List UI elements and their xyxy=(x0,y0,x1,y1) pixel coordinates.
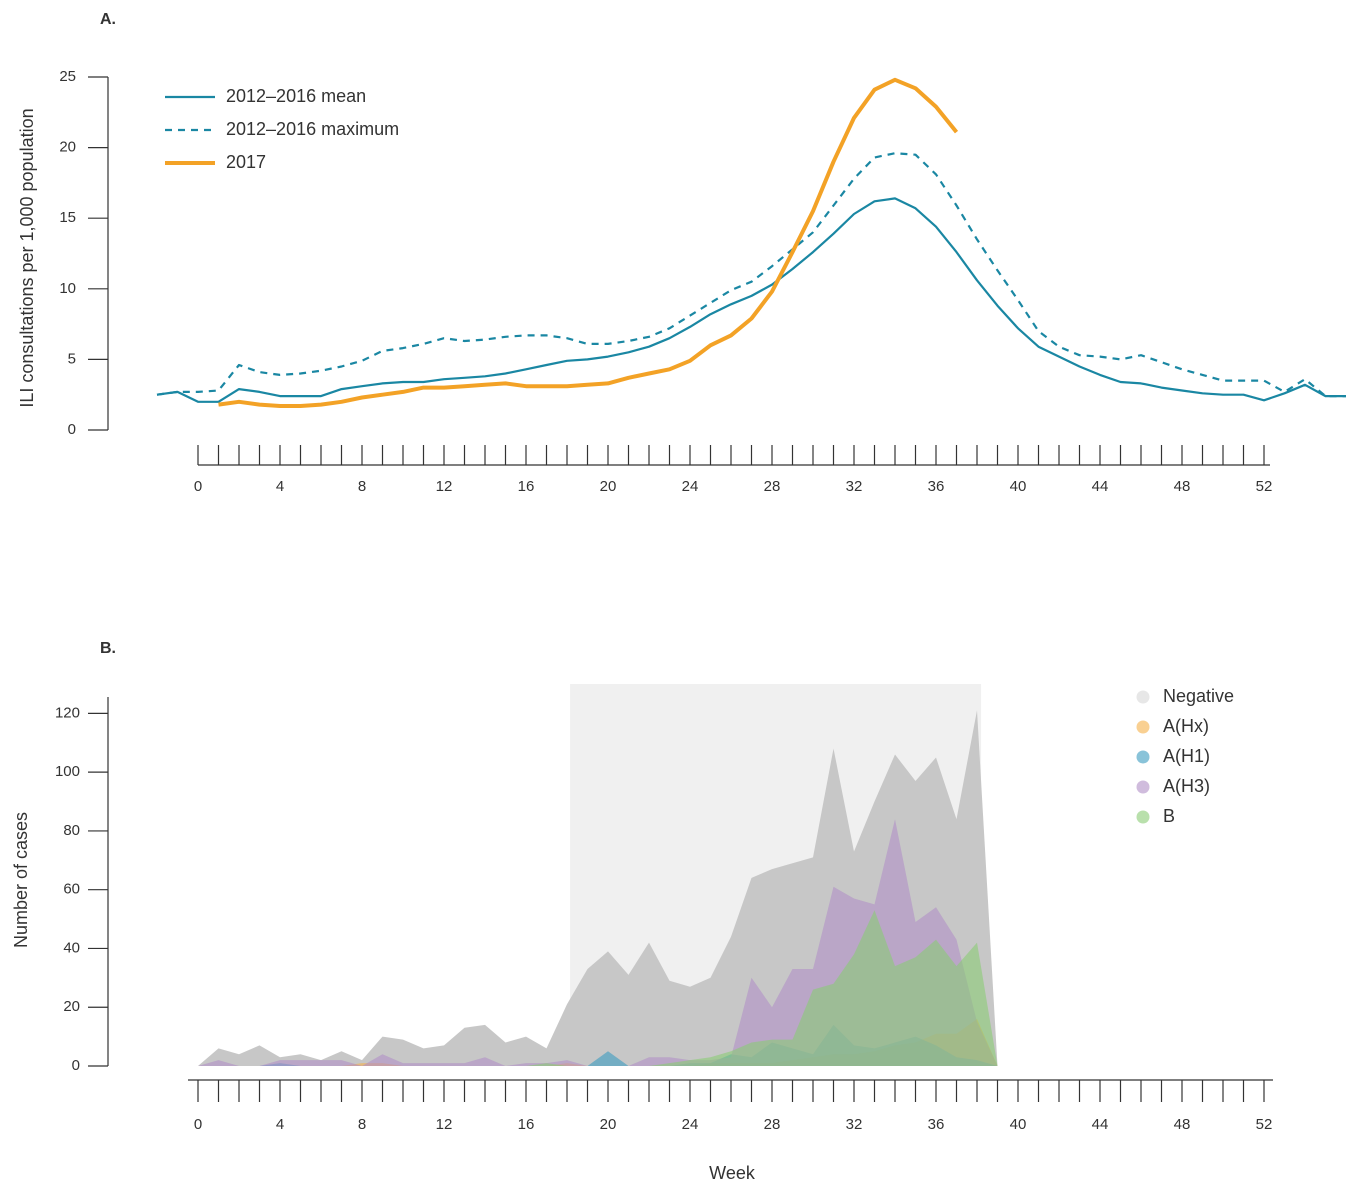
x-tick-label: 12 xyxy=(436,1116,453,1133)
x-tick-label: 40 xyxy=(1010,478,1027,495)
series-line xyxy=(218,77,959,408)
y-tick-label: 40 xyxy=(63,939,80,956)
legend-swatch xyxy=(1136,750,1150,764)
x-tick-label: 52 xyxy=(1256,1116,1273,1133)
y-axis-label: ILI consultations per 1,000 population xyxy=(17,108,37,407)
x-tick-label: 36 xyxy=(928,478,945,495)
x-tick-label: 20 xyxy=(600,478,617,495)
legend-label: A(H3) xyxy=(1163,776,1210,796)
y-tick-label: 5 xyxy=(68,350,76,367)
y-tick-label: 0 xyxy=(68,421,76,438)
x-tick-label: 4 xyxy=(276,1116,284,1133)
y-tick-label: 20 xyxy=(63,998,80,1015)
series-area xyxy=(198,910,998,1066)
x-tick-label: 16 xyxy=(518,478,535,495)
y-tick-label: 25 xyxy=(59,68,76,85)
x-tick-label: 48 xyxy=(1174,478,1191,495)
x-tick-label: 0 xyxy=(194,478,202,495)
series-line xyxy=(156,152,1346,398)
x-axis-label: Week xyxy=(709,1163,756,1183)
x-tick-label: 28 xyxy=(764,478,781,495)
x-tick-label: 32 xyxy=(846,478,863,495)
x-tick-label: 44 xyxy=(1092,478,1109,495)
y-tick-label: 20 xyxy=(59,139,76,156)
x-tick-label: 4 xyxy=(276,478,284,495)
panel-label: B. xyxy=(100,640,116,657)
y-tick-label: 15 xyxy=(59,209,76,226)
y-tick-label: 80 xyxy=(63,822,80,839)
x-tick-label: 24 xyxy=(682,1116,699,1133)
legend-label: 2012–2016 maximum xyxy=(226,119,399,139)
x-tick-label: 12 xyxy=(436,478,453,495)
x-tick-label: 24 xyxy=(682,478,699,495)
y-tick-label: 120 xyxy=(55,704,80,721)
x-tick-label: 48 xyxy=(1174,1116,1191,1133)
x-tick-label: 28 xyxy=(764,1116,781,1133)
legend-swatch xyxy=(1136,690,1150,704)
legend-swatch xyxy=(1136,810,1150,824)
legend-label: Negative xyxy=(1163,686,1234,706)
y-tick-label: 0 xyxy=(72,1057,80,1074)
x-tick-label: 8 xyxy=(358,1116,366,1133)
legend-label: B xyxy=(1163,806,1175,826)
x-tick-label: 20 xyxy=(600,1116,617,1133)
x-tick-label: 0 xyxy=(194,1116,202,1133)
y-tick-label: 100 xyxy=(55,763,80,780)
x-tick-label: 40 xyxy=(1010,1116,1027,1133)
panel-label: A. xyxy=(100,11,116,28)
legend-label: A(Hx) xyxy=(1163,716,1209,736)
y-axis-label: Number of cases xyxy=(11,812,31,948)
series-line xyxy=(156,197,1346,403)
legend-label: 2012–2016 mean xyxy=(226,86,366,106)
x-tick-label: 44 xyxy=(1092,1116,1109,1133)
series-area xyxy=(198,819,998,1066)
x-tick-label: 32 xyxy=(846,1116,863,1133)
y-tick-label: 10 xyxy=(59,280,76,297)
x-tick-label: 36 xyxy=(928,1116,945,1133)
x-tick-label: 8 xyxy=(358,478,366,495)
legend-swatch xyxy=(1136,780,1150,794)
legend-label: 2017 xyxy=(226,152,266,172)
x-tick-label: 16 xyxy=(518,1116,535,1133)
legend-label: A(H1) xyxy=(1163,746,1210,766)
x-tick-label: 52 xyxy=(1256,478,1273,495)
legend-swatch xyxy=(1136,720,1150,734)
y-tick-label: 60 xyxy=(63,881,80,898)
